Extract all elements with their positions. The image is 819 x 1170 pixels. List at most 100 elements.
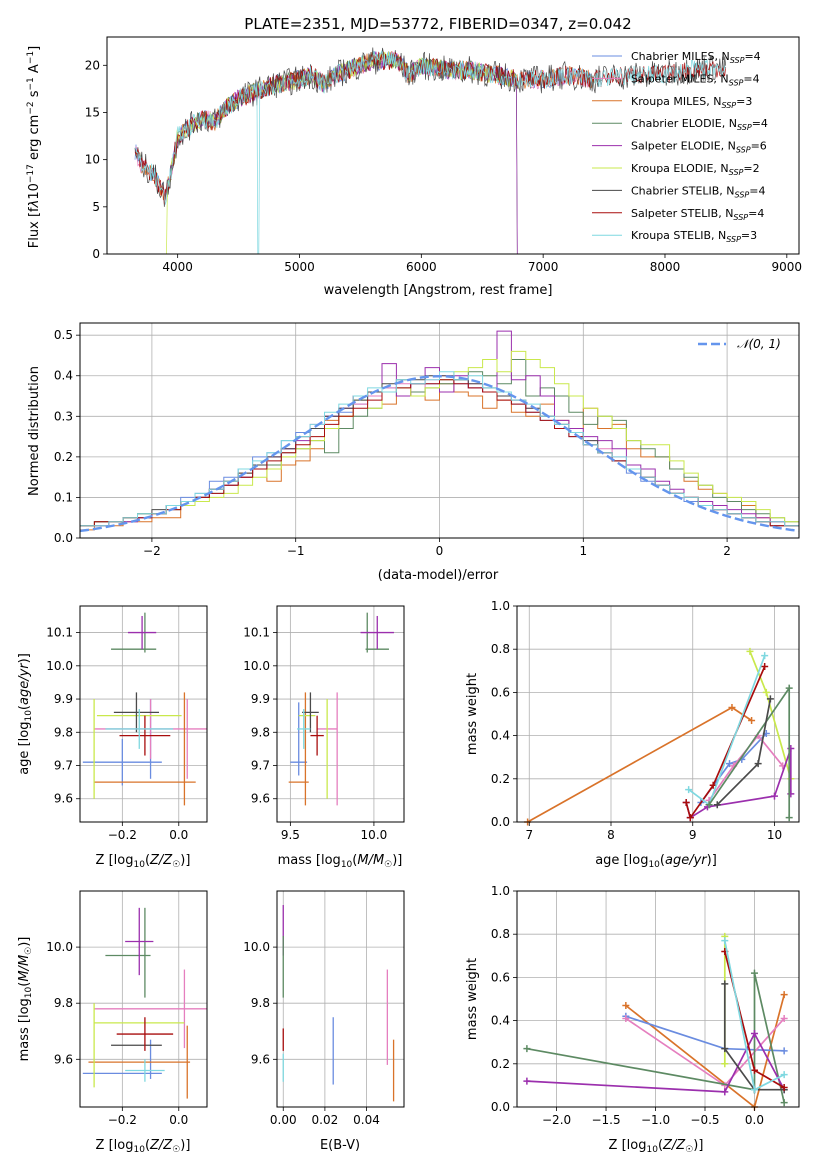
data-layer — [282, 905, 395, 1102]
weight-point-marker — [523, 1045, 531, 1053]
weight-point-marker — [762, 688, 770, 696]
spectrum-title: PLATE=2351, MJD=53772, FIBERID=0347, z=0… — [244, 15, 631, 33]
data-layer — [524, 647, 795, 826]
x-tick-label: 2 — [723, 544, 731, 558]
y-tick-label: 1.0 — [491, 884, 510, 898]
age-vs-metallicity-plot-area: −0.2 0.0 9.6 9.7 9.8 9.9 10.0 10.1 — [46, 605, 208, 842]
x-tick-label: 9 — [689, 828, 697, 842]
weight-series-line — [723, 983, 785, 1091]
x-tick-label: 0.02 — [312, 1113, 339, 1127]
grid — [80, 606, 207, 822]
data-layer — [80, 330, 799, 533]
y-tick-label: 10.1 — [46, 626, 73, 640]
y-tick-label: 0.8 — [491, 642, 510, 656]
weight-point-marker — [766, 695, 774, 703]
mass-vs-extinction-panel: 0.00 0.02 0.04 9.6 9.8 10.0 E(B-V) — [243, 890, 405, 1153]
legend-label: Kroupa STELIB, NSSP=3 — [631, 229, 757, 244]
age-vs-mass-xlabel: mass [log10(M/M☉)] — [278, 853, 403, 870]
axes-frame — [79, 890, 208, 1108]
x-tick-label: −2 — [143, 544, 161, 558]
weight-point-marker — [728, 704, 736, 712]
y-tick-label: 9.6 — [251, 1052, 270, 1066]
residuals-ylabel: Normed distribution — [27, 366, 42, 496]
x-tick-label: −1.0 — [641, 1113, 670, 1127]
spectrum-xlabel: wavelength [Angstrom, rest frame] — [324, 283, 553, 298]
x-tick-label: 9.5 — [281, 828, 300, 842]
weight-point-marker — [770, 792, 778, 800]
weight-point-marker — [746, 647, 754, 655]
y-tick-label: 20 — [85, 58, 100, 72]
x-tick-label: 5000 — [284, 260, 315, 274]
y-tick-label: 9.8 — [54, 725, 73, 739]
y-tick-label: 10.0 — [243, 940, 270, 954]
mass-vs-metallicity-xlabel: Z [log10(Z/Z☉)] — [96, 1138, 191, 1155]
y-tick-label: 9.6 — [54, 792, 73, 806]
y-tick-label: 9.7 — [251, 759, 270, 773]
x-tick-label: 10 — [767, 828, 782, 842]
x-tick-label: −1 — [287, 544, 305, 558]
grid — [80, 891, 207, 1107]
weight-series-line — [526, 1031, 785, 1093]
weight-point-marker — [682, 799, 690, 807]
weight-point-marker — [780, 991, 788, 999]
axes-frame — [516, 890, 800, 1108]
axes-frame — [276, 605, 405, 823]
legend-label: Kroupa ELODIE, NSSP=2 — [631, 162, 760, 177]
y-tick-label: 9.6 — [54, 1052, 73, 1066]
legend-label: Chabrier STELIB, NSSP=4 — [631, 184, 765, 199]
y-tick-label: 0.4 — [491, 1014, 510, 1028]
x-tick-label: 7000 — [528, 260, 559, 274]
y-tick-label: 0.0 — [54, 531, 73, 545]
legend-label: Chabrier ELODIE, NSSP=4 — [631, 117, 768, 132]
y-tick-label: 0.4 — [491, 729, 510, 743]
x-tick-label: −0.5 — [690, 1113, 719, 1127]
x-tick-label: 0.00 — [270, 1113, 297, 1127]
y-tick-label: 5 — [92, 200, 100, 214]
weight-point-marker — [761, 662, 769, 670]
x-tick-label: 0.0 — [169, 828, 188, 842]
spectrum-legend: Chabrier MILES, NSSP=4 Salpeter MILES, NS… — [592, 50, 768, 244]
y-tick-label: 10 — [85, 153, 100, 167]
weight-point-marker — [726, 760, 734, 768]
y-tick-label: 9.8 — [251, 725, 270, 739]
weight-point-marker — [780, 1071, 788, 1079]
weight-point-marker — [622, 1001, 630, 1009]
data-layer — [288, 612, 394, 806]
age-vs-metallicity-panel: −0.2 0.0 9.6 9.7 9.8 9.9 10.0 10.1 Z [log10(Z/Z… — [17, 605, 208, 870]
weight-point-marker — [622, 1014, 630, 1022]
age-vs-mass-plot-area: 9.5 10.0 9.6 9.7 9.8 9.9 10.0 10.1 — [243, 605, 405, 842]
age-vs-metallicity-xlabel: Z [log10(Z/Z☉)] — [96, 853, 191, 870]
mass-vs-extinction-xlabel: E(B-V) — [320, 1138, 360, 1153]
weight-point-marker — [685, 786, 693, 794]
weight-point-marker — [780, 1099, 788, 1107]
weight-point-marker — [705, 801, 713, 809]
y-tick-label: 9.8 — [54, 996, 73, 1010]
weight-point-marker — [780, 1047, 788, 1055]
axes-frame — [79, 322, 800, 539]
y-tick-label: 0.8 — [491, 927, 510, 941]
spectrum-ylabel: Flux [fλ10−17 erg cm−2 s−1 A−1] — [26, 46, 42, 248]
axes-frame — [276, 890, 405, 1108]
weight-point-marker — [713, 801, 721, 809]
weight-point-marker — [785, 684, 793, 692]
weight-point-marker — [748, 716, 756, 724]
legend-label: Chabrier MILES, NSSP=4 — [631, 50, 761, 65]
weight-point-marker — [750, 1086, 758, 1094]
legend-label: Salpeter ELODIE, NSSP=6 — [631, 140, 767, 155]
weight-point-marker — [750, 1030, 758, 1038]
x-tick-label: 0 — [436, 544, 444, 558]
weight-series-line — [700, 732, 767, 804]
x-tick-label: 8 — [607, 828, 615, 842]
weight-vs-age-xlabel: age [log10(age/yr)] — [595, 853, 717, 870]
y-tick-label: 0.5 — [54, 328, 73, 342]
y-tick-label: 9.8 — [251, 996, 270, 1010]
y-tick-label: 10.0 — [46, 940, 73, 954]
weight-point-marker — [785, 814, 793, 822]
y-tick-label: 0.2 — [54, 450, 73, 464]
y-tick-label: 9.9 — [54, 692, 73, 706]
axes-frame — [516, 605, 800, 823]
weight-point-marker — [721, 1045, 729, 1053]
data-layer — [82, 612, 207, 806]
spectrum-panel: PLATE=2351, MJD=53772, FIBERID=0347, z=0… — [26, 15, 802, 298]
